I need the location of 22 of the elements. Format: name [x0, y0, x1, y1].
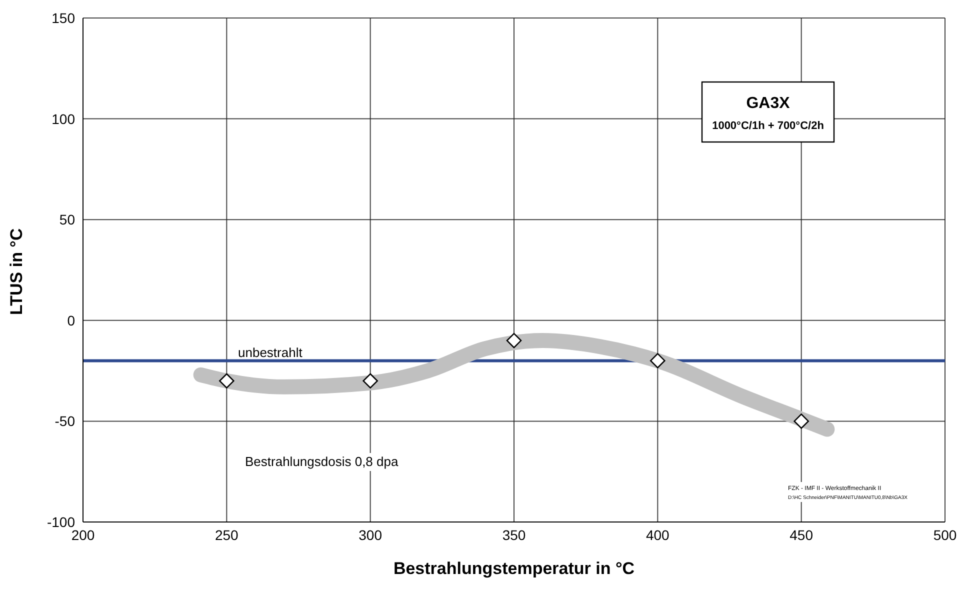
point	[219, 373, 234, 389]
annotation: GA3X	[746, 95, 790, 112]
annotation: 1000°C/1h + 700°C/2h	[712, 120, 824, 132]
x-tick-label: 450	[790, 526, 814, 543]
point	[362, 373, 378, 389]
x-tick-label: 300	[358, 526, 382, 543]
y-tick-label: 0	[67, 312, 76, 328]
x-tick-label: 500	[933, 526, 957, 543]
x-tick-label: 400	[646, 526, 670, 543]
point	[506, 332, 522, 348]
y-tick-label: -50	[54, 413, 76, 430]
y-tick-label: 50	[59, 212, 76, 228]
x-tick-label: 250	[214, 526, 239, 543]
point	[650, 353, 666, 368]
y-tick-label: 150	[52, 10, 76, 26]
ref-line-label: unbestrahlt	[238, 344, 303, 360]
annotation: Bestrahlungsdosis 0,8 dpa	[245, 454, 399, 469]
y-tick-label: 100	[52, 110, 76, 127]
point	[794, 414, 809, 429]
x-tick-label: 350	[502, 526, 526, 543]
y-axis-title: LTUS in °C	[7, 228, 26, 315]
x-axis-title: Bestrahlungstemperatur in °C	[393, 559, 635, 578]
